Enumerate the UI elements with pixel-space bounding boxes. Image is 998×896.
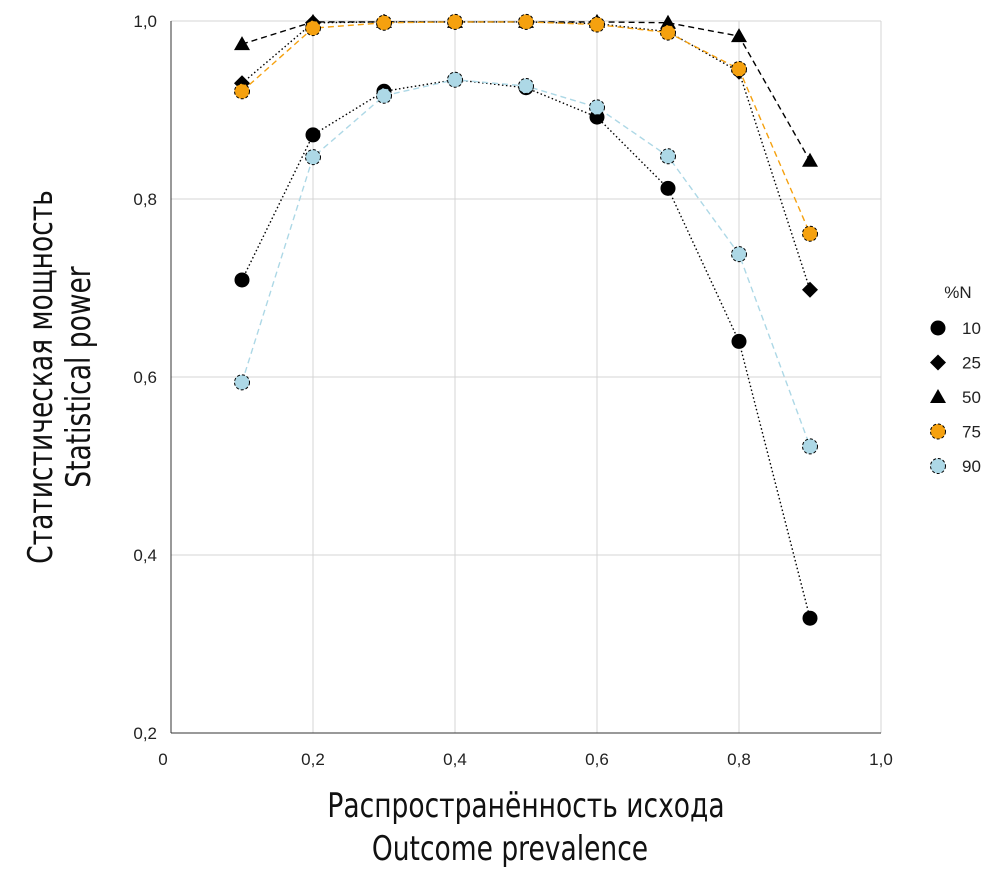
x-tick-label: 0,4 [443,750,467,769]
legend-item-75: 75 [930,423,981,442]
x-tick-label: 0,6 [585,750,609,769]
legend-title: %N [944,283,971,302]
data-point-50 [802,152,818,167]
legend-marker-90 [930,458,946,474]
axes: 0 0,2 0,4 0,6 0,8 1,00,20,40,60,81,0 [133,12,892,769]
x-axis-label-en: Outcome prevalence [372,830,648,869]
y-axis-label-ru: Статистическая мощность [22,190,61,564]
data-point-90 [234,374,250,391]
y-tick-label: 0,8 [133,190,157,209]
legend-marker-10 [930,320,946,336]
data-point-10 [802,610,818,626]
series-90 [234,71,818,455]
legend-label: 75 [962,423,981,442]
x-tick-label: 0,2 [301,750,325,769]
data-point-10 [305,127,321,143]
y-axis-label-en: Statistical power [60,266,99,488]
data-point-90 [376,87,392,104]
data-point-90 [660,148,676,165]
legend: %N 10 25 50 75 90 [930,283,981,476]
data-point-75 [589,16,605,33]
data-point-50 [660,14,676,29]
data-point-75 [234,83,250,100]
legend-label: 90 [962,457,981,476]
legend-item-10: 10 [930,319,981,338]
legend-item-25: 25 [930,354,981,373]
series-line-25 [241,21,811,290]
data-point-50 [234,36,250,51]
legend-label: 50 [962,388,981,407]
y-tick-label: 0,2 [133,724,157,743]
data-point-75 [376,14,392,31]
data-point-75 [518,13,534,30]
legend-label: 10 [962,319,981,338]
series-75 [234,13,818,242]
data-point-90 [731,246,747,263]
data-point-25 [802,281,818,298]
x-tick-label: 1,0 [869,750,893,769]
data-point-90 [589,99,605,116]
series-line-75 [241,21,811,234]
series-group [234,13,818,626]
data-point-75 [660,24,676,41]
data-point-50 [731,28,747,43]
legend-marker-75 [930,423,946,440]
series-line-10 [241,79,811,619]
data-point-90 [518,77,534,94]
legend-marker-25 [930,354,946,371]
data-point-75 [447,13,463,30]
x-tick-label: 0,8 [727,750,751,769]
legend-label: 25 [962,354,981,373]
series-10 [234,72,818,626]
legend-marker-50 [930,389,946,403]
data-point-75 [731,61,747,78]
series-line-90 [241,79,811,447]
data-point-90 [447,71,463,88]
x-axis-label-ru: Распространённость исхода [327,787,724,826]
data-point-10 [234,272,250,288]
data-point-90 [305,149,321,166]
grid [171,20,882,733]
data-point-75 [305,20,321,37]
y-tick-label: 0,6 [133,368,157,387]
data-point-10 [731,333,747,349]
x-tick-label: 0 [158,750,167,769]
legend-item-90: 90 [930,457,981,476]
legend-item-50: 50 [930,388,981,407]
data-point-90 [802,438,818,455]
data-point-75 [802,225,818,242]
y-tick-label: 0,4 [133,546,157,565]
data-point-10 [660,180,676,196]
y-tick-label: 1,0 [133,12,157,31]
series-25 [234,13,818,298]
